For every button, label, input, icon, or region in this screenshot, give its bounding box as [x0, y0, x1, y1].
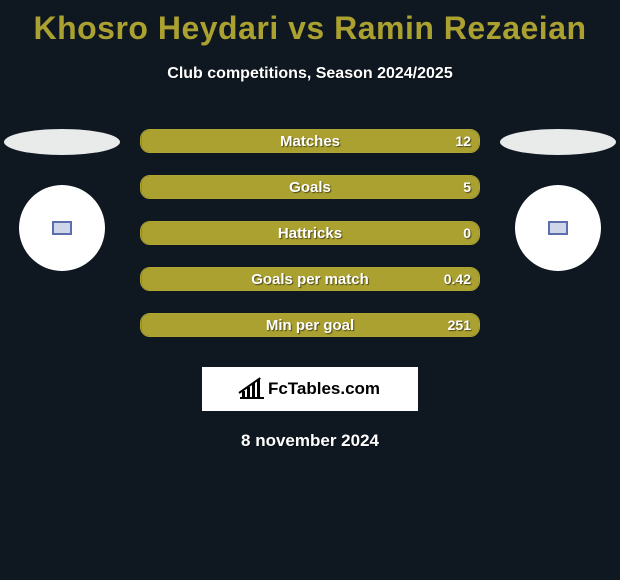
- player-right-column: [498, 129, 618, 271]
- stat-bar: Min per goal 251: [140, 313, 480, 337]
- brand-chart-icon: [240, 379, 264, 399]
- stat-bar: Matches 12: [140, 129, 480, 153]
- player-left-ellipse: [4, 129, 120, 155]
- player-right-badge: [515, 185, 601, 271]
- bar-fill-right: [141, 222, 479, 244]
- player-left-column: [2, 129, 122, 271]
- bar-fill-right: [141, 176, 479, 198]
- player-right-ellipse: [500, 129, 616, 155]
- stat-bar: Goals per match 0.42: [140, 267, 480, 291]
- player-left-badge: [19, 185, 105, 271]
- bar-fill-right: [141, 314, 479, 336]
- date-text: 8 november 2024: [0, 431, 620, 451]
- bar-value-right: 0: [463, 222, 471, 244]
- shirt-icon: [52, 221, 72, 235]
- bars-container: Matches 12 Goals 5 Hattricks 0: [122, 129, 498, 359]
- bar-value-right: 0.42: [444, 268, 471, 290]
- content-row: Matches 12 Goals 5 Hattricks 0: [0, 129, 620, 359]
- comparison-infographic: Khosro Heydari vs Ramin Rezaeian Club co…: [0, 0, 620, 580]
- bar-value-right: 12: [455, 130, 471, 152]
- shirt-icon: [548, 221, 568, 235]
- bar-value-right: 5: [463, 176, 471, 198]
- stat-bar: Hattricks 0: [140, 221, 480, 245]
- stat-bar: Goals 5: [140, 175, 480, 199]
- subtitle: Club competitions, Season 2024/2025: [0, 65, 620, 83]
- brand-text: FcTables.com: [268, 379, 380, 399]
- page-title: Khosro Heydari vs Ramin Rezaeian: [0, 0, 620, 47]
- bar-fill-right: [141, 130, 479, 152]
- bar-fill-right: [141, 268, 479, 290]
- bar-value-right: 251: [448, 314, 471, 336]
- brand-box: FcTables.com: [202, 367, 418, 411]
